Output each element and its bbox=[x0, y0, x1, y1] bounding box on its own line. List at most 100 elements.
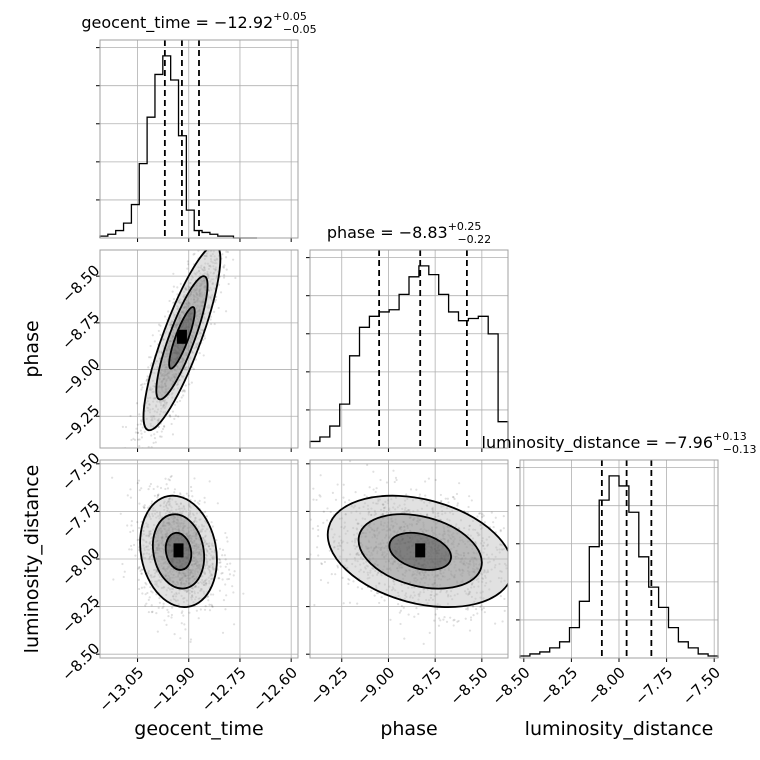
sample-point bbox=[149, 364, 152, 367]
sample-point bbox=[453, 573, 456, 577]
sample-point bbox=[205, 542, 208, 545]
sample-point bbox=[186, 556, 189, 560]
sample-point bbox=[191, 541, 194, 544]
sample-point bbox=[163, 561, 167, 564]
sample-point bbox=[185, 570, 189, 573]
sample-point bbox=[410, 534, 413, 537]
sample-point bbox=[203, 279, 206, 282]
sample-point bbox=[198, 284, 201, 288]
sample-point bbox=[168, 543, 171, 546]
sample-point bbox=[206, 560, 209, 563]
sample-point bbox=[478, 563, 481, 566]
sample-point bbox=[155, 557, 158, 560]
sample-point bbox=[168, 372, 171, 375]
sample-point bbox=[176, 518, 180, 521]
sample-point bbox=[323, 560, 327, 564]
sample-point bbox=[145, 583, 148, 586]
sample-point bbox=[398, 611, 401, 614]
sample-point bbox=[340, 525, 343, 529]
sample-point bbox=[161, 372, 164, 376]
sample-point bbox=[459, 573, 462, 576]
sample-point bbox=[287, 531, 289, 533]
sample-point bbox=[419, 577, 423, 580]
sample-point bbox=[195, 344, 198, 347]
sample-point bbox=[166, 521, 169, 525]
sample-point bbox=[192, 298, 196, 301]
sample-point bbox=[176, 319, 179, 322]
sample-point bbox=[423, 581, 426, 585]
sample-point bbox=[155, 540, 159, 543]
sample-point bbox=[368, 524, 371, 527]
sample-point bbox=[172, 535, 175, 539]
sample-point bbox=[156, 543, 159, 546]
sample-point bbox=[195, 537, 198, 540]
sample-point bbox=[212, 278, 215, 281]
sample-point bbox=[178, 316, 181, 319]
sample-point bbox=[422, 642, 425, 645]
sample-point bbox=[415, 559, 418, 562]
sample-point bbox=[171, 511, 175, 514]
sample-point bbox=[338, 555, 342, 558]
sample-point bbox=[355, 537, 359, 540]
sample-point bbox=[151, 610, 154, 613]
sample-point bbox=[359, 541, 362, 545]
sample-point bbox=[202, 298, 205, 301]
sample-point bbox=[199, 313, 202, 316]
sample-point bbox=[194, 549, 198, 552]
sample-point bbox=[159, 504, 162, 507]
sample-point bbox=[178, 349, 181, 352]
sample-point bbox=[179, 301, 183, 304]
sample-point bbox=[196, 271, 199, 274]
sample-point bbox=[414, 533, 417, 536]
sample-point bbox=[195, 533, 198, 536]
sample-point bbox=[198, 243, 200, 245]
sample-point bbox=[393, 549, 396, 552]
sample-point bbox=[165, 352, 168, 356]
sample-point bbox=[189, 362, 192, 366]
sample-point bbox=[191, 572, 195, 575]
sample-point bbox=[156, 530, 159, 533]
sample-point bbox=[205, 515, 208, 518]
sample-point bbox=[144, 540, 148, 543]
sample-point bbox=[203, 297, 206, 301]
sample-point bbox=[173, 325, 176, 329]
sample-point bbox=[467, 562, 470, 566]
sample-point bbox=[442, 532, 445, 536]
sample-point bbox=[363, 531, 366, 535]
sample-point bbox=[161, 533, 164, 536]
sample-point bbox=[434, 558, 437, 561]
sample-point bbox=[212, 267, 215, 270]
sample-point bbox=[452, 535, 455, 538]
sample-point bbox=[185, 532, 188, 536]
sample-point bbox=[196, 561, 200, 564]
sample-point bbox=[153, 437, 157, 440]
sample-point bbox=[480, 604, 483, 607]
sample-point bbox=[386, 545, 389, 548]
sample-point bbox=[212, 544, 215, 548]
sample-point bbox=[189, 313, 192, 316]
sample-point bbox=[198, 538, 201, 541]
sample-point bbox=[156, 365, 159, 369]
sample-point bbox=[467, 592, 470, 595]
sample-point bbox=[373, 534, 376, 537]
sample-point bbox=[160, 537, 164, 540]
sample-point bbox=[462, 570, 465, 573]
sample-point bbox=[434, 478, 437, 482]
sample-point bbox=[193, 544, 196, 547]
sample-point bbox=[176, 365, 179, 368]
sample-point bbox=[206, 549, 209, 552]
sample-point bbox=[162, 586, 165, 589]
sample-point bbox=[179, 525, 182, 528]
sample-point bbox=[189, 536, 193, 540]
sample-point bbox=[420, 565, 423, 568]
sample-point bbox=[201, 299, 204, 303]
sample-point bbox=[173, 527, 176, 530]
sample-point bbox=[184, 302, 187, 305]
sample-point bbox=[395, 550, 399, 553]
sample-point bbox=[126, 524, 129, 527]
sample-point bbox=[195, 317, 199, 320]
sample-point bbox=[195, 609, 198, 612]
sample-point bbox=[175, 583, 178, 587]
sample-point bbox=[370, 513, 373, 517]
sample-point bbox=[182, 295, 185, 298]
